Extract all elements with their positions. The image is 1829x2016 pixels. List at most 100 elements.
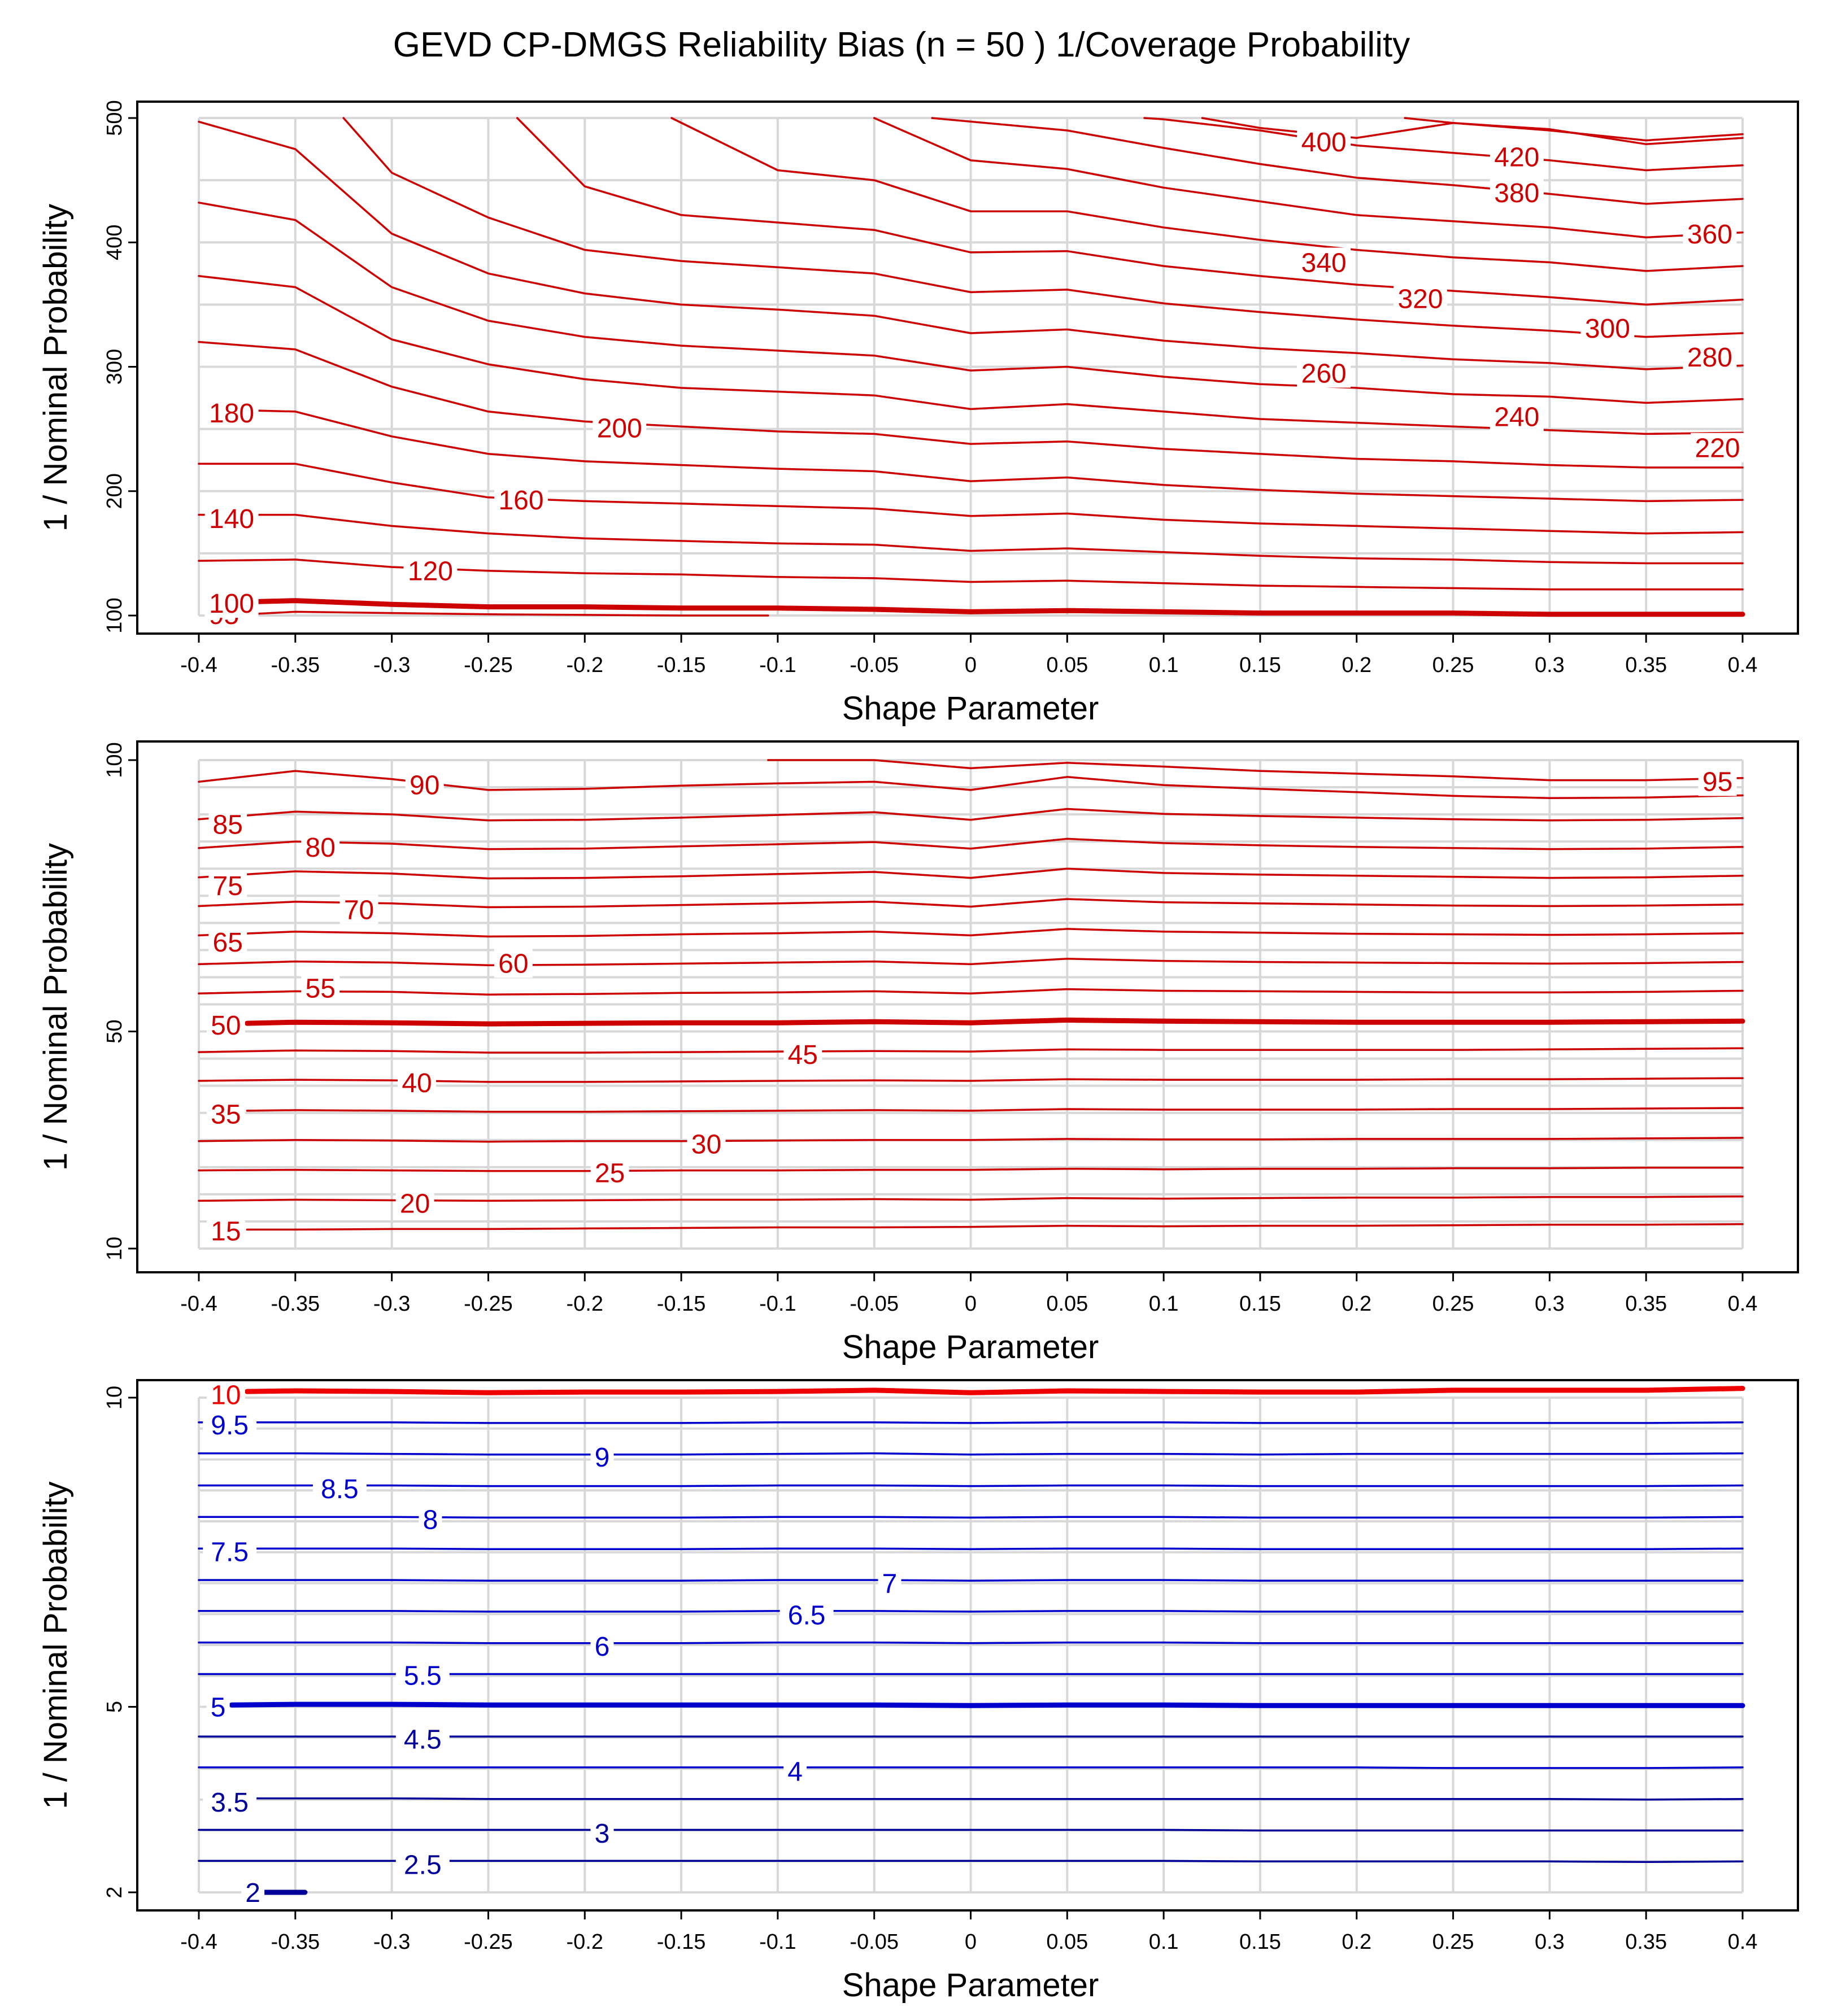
contour-label-bg xyxy=(206,1692,230,1722)
contour-line-7 xyxy=(198,1579,1744,1582)
contours-top xyxy=(198,117,1745,617)
contour-label-bg xyxy=(395,1724,450,1754)
contour-label-bg xyxy=(395,1849,450,1879)
x-tick-label: -0.1 xyxy=(759,1930,796,1954)
x-tick-label: -0.4 xyxy=(180,653,217,677)
x-tick-label: -0.35 xyxy=(271,653,320,677)
contour-label-10: 10 xyxy=(211,1381,241,1411)
contour-line-80 xyxy=(198,837,1744,850)
grid-bottom xyxy=(198,1397,1744,1893)
contour-line-100 xyxy=(244,598,1745,617)
contour-line-200 xyxy=(198,341,1744,469)
y-tick-label: 200 xyxy=(103,473,127,509)
contour-label-bg xyxy=(1297,358,1351,388)
x-tick-label: 0.1 xyxy=(1149,1930,1179,1954)
contour-label-bg xyxy=(1683,219,1737,248)
y-axis-label: 1 / Nominal Probability xyxy=(37,1481,74,1809)
x-tick-label: 0.1 xyxy=(1149,1292,1179,1316)
contour-label-55: 55 xyxy=(306,974,336,1004)
contour-line-300 xyxy=(516,117,1744,306)
contour-labels-top: 9510012014016018020022024026028030032034… xyxy=(204,126,1745,630)
contour-line-30 xyxy=(198,1137,1744,1143)
contour-label-bg xyxy=(593,413,647,443)
x-tick-label: 0.15 xyxy=(1239,1930,1281,1954)
x-axis-middle: -0.4 -0.35 -0.3 -0.25 -0.2 -0.15 -0.1 -0.05 0 0.0… xyxy=(180,1272,1757,1316)
contour-label-bg xyxy=(590,1158,629,1188)
contour-label-80: 80 xyxy=(306,833,336,863)
x-tick-label: -0.05 xyxy=(850,1292,899,1316)
contour-label-bg xyxy=(1698,766,1737,796)
x-tick-label: 0.15 xyxy=(1239,1292,1281,1316)
contour-label-160: 160 xyxy=(498,486,543,516)
x-tick-label: 0 xyxy=(965,653,977,677)
contour-line-140 xyxy=(198,513,1744,565)
contour-labels-middle: 15 20 25 30 35 40 45 50 55 60 65 70 75 80 85 90 95 xyxy=(206,766,1737,1246)
x-tick-label: -0.15 xyxy=(657,1930,706,1954)
contour-label-120: 120 xyxy=(408,557,453,587)
contour-label-bg xyxy=(206,1099,245,1129)
contour-label-200: 200 xyxy=(597,413,642,443)
contour-label-bg xyxy=(1580,313,1635,343)
contour-label-280: 280 xyxy=(1687,343,1732,373)
y-axis-bottom: 2 5 10 xyxy=(103,1386,137,1899)
x-tick-label: 0.25 xyxy=(1432,1930,1474,1954)
contour-label-bg xyxy=(405,770,444,800)
contour-label-5: 5 xyxy=(211,1693,226,1723)
contour-label-bg xyxy=(687,1129,726,1159)
y-tick-label: 2 xyxy=(103,1886,127,1898)
x-axis-label: Shape Parameter xyxy=(842,1329,1099,1365)
contour-label-240: 240 xyxy=(1494,403,1539,433)
y-tick-label: 100 xyxy=(103,597,127,633)
contour-label-70: 70 xyxy=(344,895,374,925)
contour-label-85: 85 xyxy=(213,810,243,840)
y-tick-label: 10 xyxy=(103,1386,127,1410)
contour-line-50 xyxy=(244,1017,1745,1027)
contour-label-5.5: 5.5 xyxy=(404,1661,442,1691)
x-tick-label: 0.4 xyxy=(1728,1930,1758,1954)
x-tick-label: -0.05 xyxy=(850,653,899,677)
y-tick-label: 100 xyxy=(103,742,127,778)
contour-line-9.5 xyxy=(198,1421,1744,1424)
contour-label-95: 95 xyxy=(1702,767,1732,797)
contour-label-90: 90 xyxy=(410,770,439,800)
contour-label-6.5: 6.5 xyxy=(788,1600,826,1630)
x-tick-label: -0.1 xyxy=(759,653,796,677)
x-tick-label: -0.35 xyxy=(271,1930,320,1954)
grid-middle xyxy=(198,759,1744,1250)
contour-label-bg xyxy=(1683,342,1737,372)
contour-label-bg xyxy=(403,556,458,586)
x-axis-bottom: -0.4 -0.35 -0.3 -0.25 -0.2 -0.15 -0.1 -0.05 0 0.0… xyxy=(180,1910,1757,1954)
contour-label-bg xyxy=(206,1216,245,1246)
contour-line-7.5 xyxy=(198,1547,1744,1551)
contour-label-35: 35 xyxy=(211,1100,241,1130)
contour-line-10 xyxy=(244,1386,1745,1395)
contour-label-180: 180 xyxy=(209,399,254,429)
x-tick-label: 0.3 xyxy=(1535,653,1565,677)
contour-label-bg xyxy=(1490,178,1544,208)
x-tick-label: 0.1 xyxy=(1149,653,1179,677)
contour-label-bg xyxy=(590,1442,614,1472)
contour-label-400: 400 xyxy=(1301,128,1347,158)
x-tick-label: -0.05 xyxy=(850,1930,899,1954)
contour-line-90 xyxy=(198,770,1744,800)
x-tick-label: -0.15 xyxy=(657,1292,706,1316)
contour-line-240 xyxy=(198,202,1744,404)
x-tick-label: 0.2 xyxy=(1342,653,1371,677)
contour-label-bg xyxy=(208,927,247,957)
contour-label-bg xyxy=(1393,283,1447,313)
contour-line-360 xyxy=(931,117,1744,205)
x-tick-label: 0.25 xyxy=(1432,653,1474,677)
plot-frame-middle xyxy=(136,740,1799,1273)
contour-label-bg xyxy=(1490,402,1544,431)
contour-label-380: 380 xyxy=(1494,178,1539,208)
y-tick-label: 10 xyxy=(103,1237,127,1260)
contour-label-300: 300 xyxy=(1585,314,1630,344)
contour-label-25: 25 xyxy=(595,1158,625,1188)
x-tick-label: 0.35 xyxy=(1625,1292,1667,1316)
contour-line-95 xyxy=(767,759,1744,782)
x-tick-label: 0.4 xyxy=(1728,653,1758,677)
contour-label-bg xyxy=(204,588,259,618)
x-tick-label: -0.3 xyxy=(373,1930,410,1954)
